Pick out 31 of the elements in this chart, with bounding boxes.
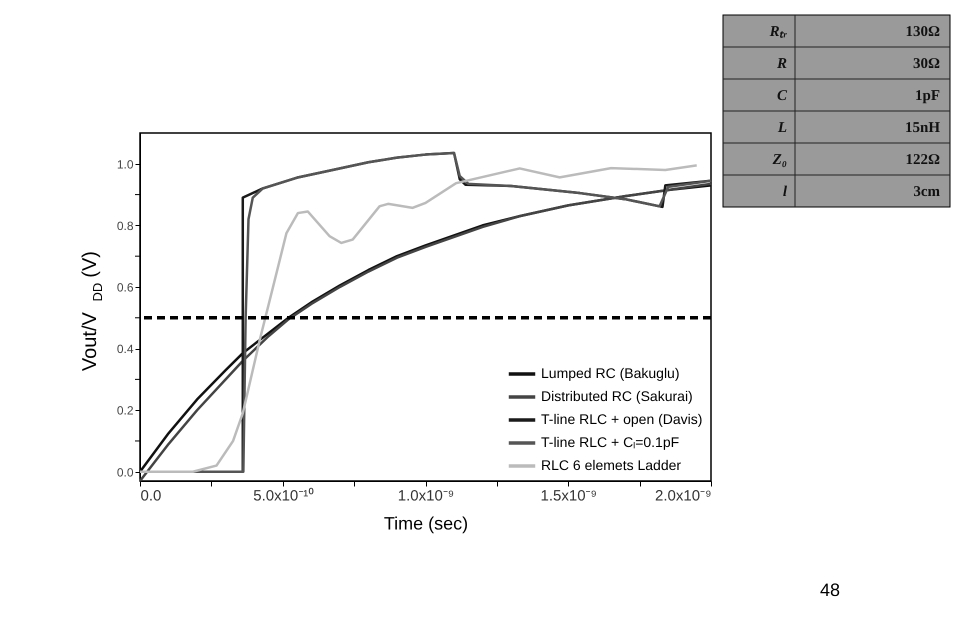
y-tick-label: 0.8 [116,218,134,233]
text: R [776,56,787,72]
y-tick-label: 0.4 [116,342,134,356]
text: Z₀ [772,152,787,168]
text: 130Ω [905,24,940,40]
text: 30Ω [912,56,940,72]
text: C [776,88,788,104]
x-tick-label: 2.0x10⁻⁹ [655,488,712,504]
x-tick-label: 5.0x10⁻¹⁰ [253,488,314,504]
legend-label: Lumped RC (Bakuglu) [541,365,680,381]
x-tick-label: 1.5x10⁻⁹ [540,488,597,504]
legend-label: T-line RLC + Cₗ=0.1pF [541,434,680,450]
legend-label: Distributed RC (Sakurai) [541,388,693,404]
legend-label: T-line RLC + open (Davis) [541,411,702,427]
text: Rₜᵣ [768,24,788,40]
text: 48 [820,580,840,600]
y-axis-title: Vout/VDD (V) [79,251,105,372]
y-tick-label: 0.6 [116,280,134,294]
text: 1pF [914,88,940,104]
text: 122Ω [905,152,940,168]
text: L [776,120,787,136]
x-tick-label: 0.0 [140,488,162,504]
y-tick-label: 0.0 [116,465,134,480]
y-tick-label: 1.0 [116,157,134,172]
text: 15nH [904,120,940,136]
legend-label: RLC 6 elemets Ladder [541,457,682,473]
text: 3cm [913,184,940,200]
text: l [782,184,788,200]
x-tick-label: 1.0x10⁻⁹ [398,488,454,504]
y-tick-label: 0.2 [116,404,134,418]
x-axis-title: Time (sec) [384,514,468,534]
